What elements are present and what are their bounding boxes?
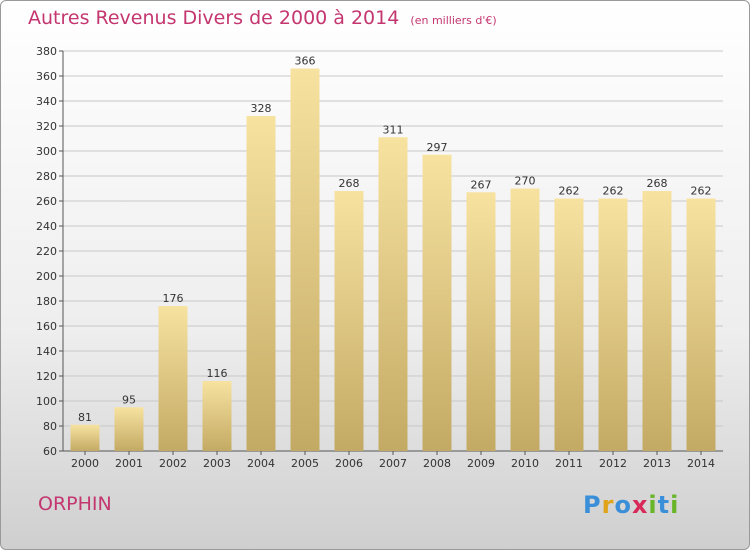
bar-value-label: 270 (515, 175, 536, 188)
axes: 60 80 100 120 140 160 180 200 220 240 260 280 300 320… (36, 45, 723, 470)
x-tick-label: 2014 (687, 457, 715, 470)
place-name: ORPHIN (38, 493, 112, 515)
logo-letter: o (614, 491, 632, 519)
logo-letter: x (631, 491, 649, 519)
bar (114, 407, 144, 451)
y-tick-label: 380 (36, 45, 57, 58)
logo-letter: r (601, 491, 615, 519)
bar (246, 116, 276, 451)
bar (554, 198, 584, 451)
bar (422, 154, 452, 451)
y-tick-label: 140 (36, 345, 57, 358)
bar-value-label: 116 (207, 367, 228, 380)
y-tick-label: 180 (36, 295, 57, 308)
bar-value-label: 328 (251, 102, 272, 115)
bar (598, 198, 628, 451)
bar-value-label: 268 (339, 177, 360, 190)
y-tick-label: 120 (36, 370, 57, 383)
x-tick-label: 2001 (115, 457, 143, 470)
bar (290, 68, 320, 451)
chart-title: Autres Revenus Divers de 2000 à 2014 (28, 7, 400, 29)
bar (510, 188, 540, 451)
y-tick-label: 240 (36, 220, 57, 233)
proxiti-logo[interactable]: Proxiti (583, 491, 679, 519)
x-tick-label: 2004 (247, 457, 275, 470)
y-tick-label: 220 (36, 245, 57, 258)
x-tick-label: 2010 (511, 457, 539, 470)
bar-value-label: 267 (471, 178, 492, 191)
bar (378, 137, 408, 451)
bar-value-label: 262 (603, 185, 624, 198)
bar-value-label: 95 (122, 393, 136, 406)
bar-value-label: 262 (691, 185, 712, 198)
chart-title-block: Autres Revenus Divers de 2000 à 2014 (en… (28, 7, 497, 29)
bar-value-label: 81 (78, 411, 92, 424)
logo-letter: t (657, 491, 671, 519)
x-tick-label: 2011 (555, 457, 583, 470)
x-tick-label: 2013 (643, 457, 671, 470)
bar-value-label: 176 (163, 292, 184, 305)
x-tick-label: 2005 (291, 457, 319, 470)
bar (158, 306, 188, 451)
chart-subtitle: (en milliers d'€) (410, 14, 497, 27)
bars: 81 95 176 116 328 366 268 311 297 267 270 262 262 268… (70, 55, 716, 451)
bar (202, 381, 232, 451)
bar (686, 198, 716, 451)
y-tick-label: 100 (36, 395, 57, 408)
bar-value-label: 262 (559, 185, 580, 198)
x-tick-label: 2002 (159, 457, 187, 470)
y-tick-label: 360 (36, 70, 57, 83)
bar-value-label: 297 (427, 141, 448, 154)
bar (334, 191, 364, 451)
y-tick-label: 160 (36, 320, 57, 333)
y-tick-label: 340 (36, 95, 57, 108)
y-tick-label: 300 (36, 145, 57, 158)
bar (642, 191, 672, 451)
logo-letter: i (670, 491, 680, 519)
x-tick-label: 2007 (379, 457, 407, 470)
y-tick-label: 260 (36, 195, 57, 208)
logo-letter: P (583, 491, 602, 519)
y-tick-label: 80 (43, 420, 57, 433)
y-tick-label: 60 (43, 445, 57, 458)
y-tick-label: 280 (36, 170, 57, 183)
logo-letter: i (648, 491, 658, 519)
bar (70, 424, 100, 451)
bar (466, 192, 496, 451)
bar-value-label: 311 (383, 123, 404, 136)
y-tick-label: 200 (36, 270, 57, 283)
x-tick-label: 2008 (423, 457, 451, 470)
x-tick-label: 2009 (467, 457, 495, 470)
x-tick-label: 2003 (203, 457, 231, 470)
y-tick-label: 320 (36, 120, 57, 133)
x-tick-label: 2000 (71, 457, 99, 470)
x-tick-label: 2006 (335, 457, 363, 470)
bar-value-label: 268 (647, 177, 668, 190)
x-tick-label: 2012 (599, 457, 627, 470)
bar-value-label: 366 (295, 55, 316, 68)
